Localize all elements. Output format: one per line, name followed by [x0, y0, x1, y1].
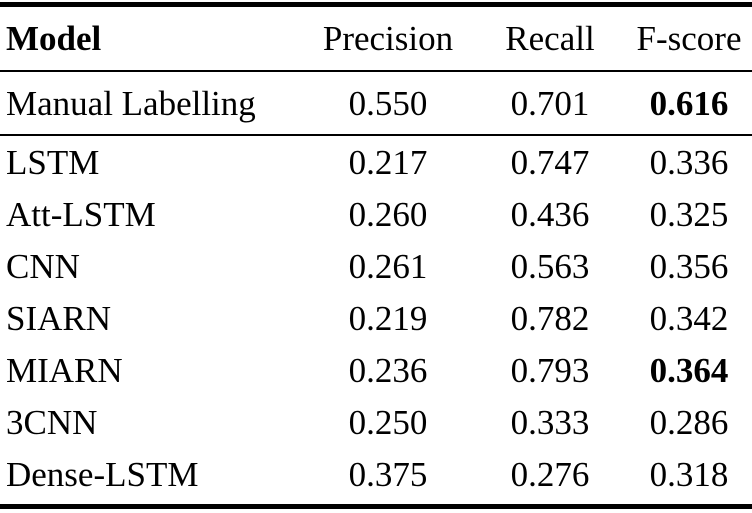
col-header-precision: Precision	[322, 19, 454, 58]
precision-value: 0.261	[348, 246, 428, 286]
recall-value: 0.563	[510, 246, 590, 286]
fscore-value: 0.364	[649, 350, 729, 390]
precision-value: 0.550	[348, 83, 428, 123]
recall-value: 0.793	[510, 350, 590, 390]
table-body: Manual Labelling 0.550 0.701 0.616 LSTM …	[0, 71, 752, 506]
table-row-att-lstm: Att-LSTM 0.260 0.436 0.325	[0, 188, 752, 240]
recall-value: 0.333	[510, 402, 590, 442]
model-name: Att-LSTM	[6, 194, 156, 234]
table-row-siarn: SIARN 0.219 0.782 0.342	[0, 292, 752, 344]
model-name: MIARN	[6, 350, 123, 390]
precision-value: 0.236	[348, 350, 428, 390]
table-header: Model Precision Recall F-score	[0, 5, 752, 71]
precision-value: 0.250	[348, 402, 428, 442]
model-name: CNN	[6, 246, 80, 286]
recall-value: 0.436	[510, 194, 590, 234]
table-row-3cnn: 3CNN 0.250 0.333 0.286	[0, 396, 752, 448]
col-header-model: Model	[6, 19, 102, 58]
model-name: Dense-LSTM	[6, 454, 199, 494]
table-row-manual-labelling: Manual Labelling 0.550 0.701 0.616	[0, 71, 752, 135]
fscore-value: 0.336	[649, 142, 729, 182]
recall-value: 0.276	[510, 454, 590, 494]
table-row-lstm: LSTM 0.217 0.747 0.336	[0, 135, 752, 188]
model-name: 3CNN	[6, 402, 98, 442]
fscore-value: 0.342	[649, 298, 729, 338]
model-name: LSTM	[6, 142, 100, 182]
table-row-miarn: MIARN 0.236 0.793 0.364	[0, 344, 752, 396]
table-row-dense-lstm: Dense-LSTM 0.375 0.276 0.318	[0, 448, 752, 506]
precision-value: 0.217	[348, 142, 428, 182]
header-row: Model Precision Recall F-score	[0, 5, 752, 71]
fscore-value: 0.616	[649, 83, 729, 123]
col-header-recall: Recall	[505, 19, 595, 58]
precision-value: 0.375	[348, 454, 428, 494]
model-name: Manual Labelling	[6, 83, 256, 123]
precision-value: 0.219	[348, 298, 428, 338]
fscore-value: 0.318	[649, 454, 729, 494]
table-row-cnn: CNN 0.261 0.563 0.356	[0, 240, 752, 292]
model-name: SIARN	[6, 298, 112, 338]
recall-value: 0.782	[510, 298, 590, 338]
fscore-value: 0.286	[649, 402, 729, 442]
recall-value: 0.747	[510, 142, 590, 182]
recall-value: 0.701	[510, 83, 590, 123]
fscore-value: 0.356	[649, 246, 729, 286]
col-header-fscore: F-score	[636, 19, 742, 58]
fscore-value: 0.325	[649, 194, 729, 234]
precision-value: 0.260	[348, 194, 428, 234]
